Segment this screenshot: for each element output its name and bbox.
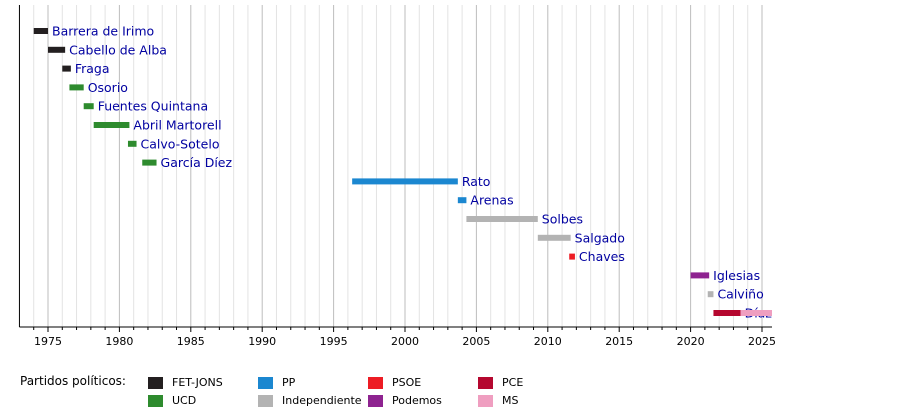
timeline-bar	[62, 65, 71, 72]
x-tick-label: 1975	[34, 335, 62, 348]
timeline-bar	[466, 216, 538, 222]
legend-label: MS	[502, 394, 519, 407]
legend-swatch	[368, 394, 383, 407]
legend-item: MS	[478, 394, 518, 407]
x-tick-label: 2015	[605, 335, 633, 348]
legend-swatch	[148, 394, 163, 407]
legend-item: UCD	[148, 394, 196, 407]
timeline-bar	[93, 122, 130, 128]
x-tick-label: 2020	[677, 335, 705, 348]
x-tick-label: 1995	[320, 335, 348, 348]
x-tick-label: 2005	[462, 335, 490, 348]
legend-item: PSOE	[368, 376, 421, 389]
bar-label: Solbes	[542, 212, 583, 227]
legend-item: FET-JONS	[148, 376, 223, 389]
legend-title: Partidos políticos:	[20, 374, 126, 388]
timeline-bar	[127, 140, 137, 147]
timeline-bar	[69, 84, 84, 91]
legend-label: UCD	[172, 394, 197, 407]
x-tick-label: 2025	[748, 335, 776, 348]
bar-label: Salgado	[575, 230, 625, 245]
x-tick-label: 2010	[534, 335, 562, 348]
bar-label: García Díez	[161, 155, 233, 170]
legend-label: Podemos	[392, 394, 442, 407]
legend-label: PP	[282, 376, 296, 389]
x-tick-label: 1985	[177, 335, 205, 348]
timeline-bar	[537, 234, 571, 241]
timeline-bar	[142, 159, 157, 166]
legend-item: Independiente	[258, 394, 362, 407]
timeline-bar	[33, 28, 48, 34]
bar-label: Calviño	[717, 287, 763, 302]
bar-label: Osorio	[88, 80, 128, 95]
legend-swatch	[258, 376, 273, 389]
legend-swatch	[478, 376, 493, 389]
timeline-bar	[83, 103, 94, 110]
timeline-bar	[48, 46, 66, 53]
timeline-bar	[569, 253, 575, 260]
legend-label: PSOE	[392, 376, 422, 389]
legend-swatch	[368, 376, 383, 389]
x-tick-label: 1980	[105, 335, 133, 348]
legend-item: Podemos	[368, 394, 442, 407]
timeline-bar	[352, 178, 458, 185]
bar-label: Rato	[462, 174, 491, 189]
timeline-bar	[740, 310, 772, 316]
legend-item: PCE	[478, 376, 523, 389]
bar-label: Chaves	[579, 249, 625, 264]
bar-label: Abril Martorell	[133, 118, 221, 133]
bar-label: Barrera de Irimo	[52, 24, 154, 39]
legend-label: FET-JONS	[172, 376, 223, 389]
timeline-bar	[713, 310, 741, 316]
timeline-bar	[690, 272, 710, 279]
legend-swatch	[148, 376, 163, 389]
legend-label: Independiente	[282, 394, 362, 407]
bar-label: Fraga	[75, 61, 110, 76]
timeline-bar	[457, 197, 467, 204]
bar-label: Cabello de Alba	[69, 42, 167, 57]
bar-label: Arenas	[470, 193, 513, 208]
bar-label: Calvo-Sotelo	[141, 136, 220, 151]
legend-swatch	[478, 394, 493, 407]
x-tick-label: 2000	[391, 335, 419, 348]
legend-label: PCE	[502, 376, 524, 389]
bar-label: Iglesias	[713, 268, 760, 283]
x-tick-label: 1990	[248, 335, 276, 348]
legend-item: PP	[258, 376, 295, 389]
bar-label: Fuentes Quintana	[98, 99, 208, 114]
legend-swatch	[258, 394, 273, 407]
timeline-bar	[707, 291, 714, 298]
